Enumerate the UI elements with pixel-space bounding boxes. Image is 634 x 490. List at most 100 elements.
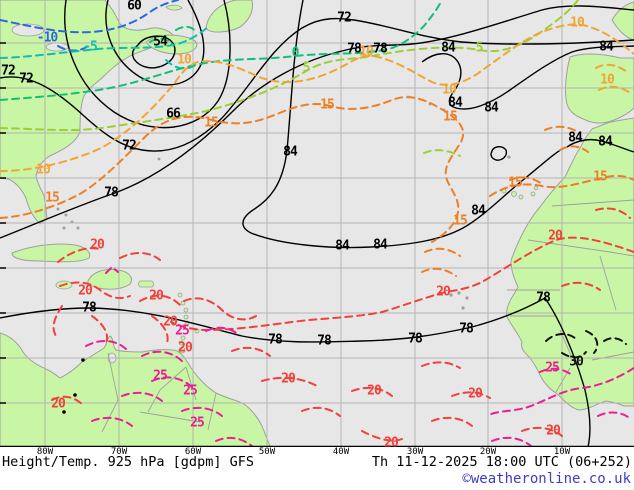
- contour-label-geopotential-height: 84: [335, 238, 350, 254]
- contour-label-isotherm-10C: 10: [36, 162, 51, 178]
- contour-label-isotherm-20C: 20: [546, 423, 561, 439]
- height-contour-72: [0, 17, 634, 152]
- contour-label-isotherm-20C: 20: [149, 288, 164, 304]
- copyright-link[interactable]: ©weatheronline.co.uk: [462, 471, 631, 487]
- isotherm-25-path: [85, 266, 634, 447]
- contour-label-geopotential-height: 78: [317, 333, 332, 349]
- contour-label-isotherm-15C: 15: [453, 213, 468, 229]
- height-contour-54: [131, 35, 176, 69]
- valid-datetime: Th 11-12-2025 18:00 UTC (06+252): [371, 454, 632, 470]
- longitude-label: 10W: [553, 447, 571, 457]
- contour-label-geopotential-height: 72: [1, 63, 16, 79]
- height-contour-84-closed: [490, 146, 508, 161]
- longitude-label: 70W: [110, 447, 128, 457]
- height-contour-84-northeast: [421, 45, 634, 110]
- contour-label-isotherm-15C: 15: [443, 109, 458, 125]
- height-contours: [0, 0, 634, 447]
- contour-label-isotherm-10C: 10: [442, 82, 457, 98]
- contour-label-isotherm-20C: 20: [163, 314, 178, 330]
- contour-label-isotherm-10C: 10: [600, 72, 615, 88]
- contour-label-isotherm-25C: 25: [190, 415, 205, 431]
- station-dots: [62, 358, 85, 414]
- isotherm-15-path: [0, 96, 634, 277]
- contour-label-geopotential-height: 78: [459, 321, 474, 337]
- contour-label-geopotential-height: 78: [104, 185, 119, 201]
- contour-label-isotherm-25C: 25: [175, 323, 190, 339]
- landmass-newfoundland: [205, 0, 253, 33]
- map-canvas: [0, 0, 634, 447]
- height-contour-84-main: [242, 0, 634, 249]
- landmasses: [0, 0, 634, 447]
- contour-label-isotherm-20C: 20: [367, 383, 382, 399]
- landmass-france: [611, 1, 634, 41]
- contour-label-geopotential-height: 84: [448, 95, 463, 111]
- contour-label-geopotential-height: 78: [536, 290, 551, 306]
- chart-title: Height/Temp. 925 hPa [gdpm] GFS: [2, 454, 254, 470]
- isotherm-30-path: [545, 330, 627, 359]
- country-borders: [101, 199, 634, 433]
- contour-label-geopotential-height: 66: [166, 106, 181, 122]
- isotherm-20-path: [51, 207, 634, 442]
- contour-label-isotherm-20C: 20: [436, 284, 451, 300]
- contour-label-isotherm--5C: -5: [83, 39, 98, 55]
- contour-label-geopotential-height: 84: [484, 100, 499, 116]
- contour-label-geopotential-height: 78: [347, 41, 362, 57]
- contour-label-isotherm-10C: 10: [177, 52, 192, 68]
- longitude-label: 60W: [184, 447, 202, 457]
- isotherm--5-path: [0, 26, 209, 70]
- landmass-hispaniola: [87, 269, 132, 290]
- isotherm-5-path: [0, 0, 579, 157]
- contour-label-isotherm-20C: 20: [51, 396, 66, 412]
- longitude-label: 30W: [406, 447, 424, 457]
- contour-label-isotherm-20C: 20: [548, 228, 563, 244]
- contour-label-geopotential-height: 72: [122, 138, 137, 154]
- longitude-label: 40W: [332, 447, 350, 457]
- contour-label-isotherm-15C: 15: [320, 97, 335, 113]
- island-anticosti: [165, 4, 183, 11]
- islands-cape-verde: [449, 291, 469, 310]
- contour-label-isotherm-5C: 5: [475, 40, 484, 56]
- contour-label-isotherm-30C: 30: [569, 354, 584, 370]
- contour-label-geopotential-height: 84: [599, 39, 614, 55]
- contour-label-isotherm-15C: 15: [204, 115, 219, 131]
- contour-label-geopotential-height: 84: [283, 144, 298, 160]
- contour-label-isotherm-20C: 20: [468, 386, 483, 402]
- contour-label-isotherm-15C: 15: [593, 169, 608, 185]
- map-area: [0, 0, 634, 447]
- island-puerto-rico: [138, 280, 154, 288]
- landmass-south-america: [0, 332, 271, 447]
- contour-label-isotherm--10C: -10: [36, 30, 59, 46]
- longitude-label: 50W: [258, 447, 276, 457]
- landmass-africa: [506, 117, 634, 411]
- isotherm-0-path: [0, 0, 443, 101]
- contour-label-isotherm-25C: 25: [153, 368, 168, 384]
- height-contour-78-north: [0, 5, 634, 239]
- contour-label-geopotential-height: 84: [598, 134, 613, 150]
- axis-ticks: [0, 42, 563, 447]
- isotherm-10-path: [0, 23, 634, 172]
- landmass-cuba: [11, 243, 91, 263]
- contour-label-geopotential-height: 72: [337, 10, 352, 26]
- contour-label-isotherm-5C: 5: [302, 60, 311, 76]
- contour-label-geopotential-height: 78: [408, 331, 423, 347]
- height-contour-66: [64, 0, 231, 129]
- islands-canary: [501, 185, 539, 200]
- longitude-label: 80W: [36, 447, 54, 457]
- contour-label-isotherm-25C: 25: [183, 383, 198, 399]
- contour-label-isotherm-20C: 20: [384, 435, 399, 451]
- contour-label-isotherm-10C: 10: [359, 44, 374, 60]
- landmass-north-america: [0, 0, 175, 225]
- contour-label-isotherm-0C: 0: [291, 45, 300, 61]
- contour-label-geopotential-height: 78: [268, 332, 283, 348]
- contour-label-isotherm-20C: 20: [178, 340, 193, 356]
- contour-label-isotherm-20C: 20: [78, 283, 93, 299]
- contour-label-isotherm-15C: 15: [45, 190, 60, 206]
- contour-label-geopotential-height: 84: [568, 130, 583, 146]
- contour-label-isotherm-20C: 20: [90, 237, 105, 253]
- contour-label-geopotential-height: 84: [441, 40, 456, 56]
- islands-lesser-antilles: [177, 292, 200, 354]
- contour-label-geopotential-height: 84: [471, 203, 486, 219]
- contour-label-isotherm-10C: 10: [570, 15, 585, 31]
- contour-label-geopotential-height: 78: [373, 41, 388, 57]
